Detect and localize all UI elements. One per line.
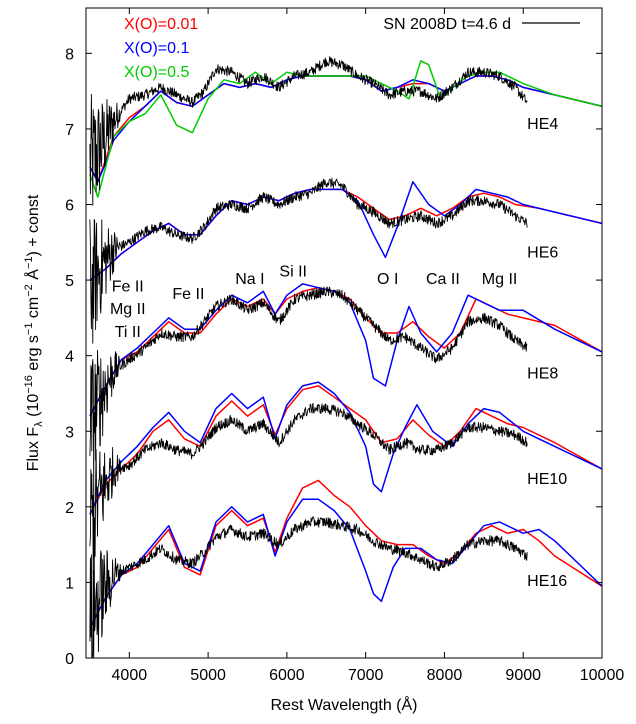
y-axis-title-exp4: −1	[23, 257, 35, 270]
legend-label-0: X(O)=0.01	[124, 16, 198, 33]
y-tick-label: 8	[65, 46, 74, 63]
observed-spectrum-he4	[89, 56, 528, 206]
ion-label: Fe II	[172, 286, 204, 303]
y-axis-title-mid1: (10	[25, 394, 42, 422]
y-tick-label: 4	[65, 349, 74, 366]
x-tick-label: 7000	[348, 667, 384, 684]
y-axis-title-mid2: erg s	[25, 335, 42, 375]
ion-label: Ca II	[426, 271, 460, 288]
ion-label: Ti II	[115, 324, 141, 341]
y-axis-title-prefix: Flux F	[25, 427, 42, 472]
model-label: HE8	[527, 365, 558, 382]
ion-label: Mg II	[110, 301, 146, 318]
model-spectrum-he8	[89, 283, 602, 417]
y-axis-title: Flux Fλ (10−16 erg s−1 cm−2 Å−1) + const	[23, 194, 45, 471]
observed-spectrum-he8	[89, 286, 528, 478]
observed-spectrum-he16	[89, 516, 528, 658]
ion-label: Mg II	[482, 271, 518, 288]
observed-spectrum-he6	[89, 177, 528, 344]
observed-spectrum-he10	[89, 402, 528, 574]
model-label: HE4	[527, 116, 558, 133]
y-axis-title-sub: λ	[33, 421, 45, 427]
model-spectrum-he6	[89, 188, 602, 281]
legend-label-2: X(O)=0.5	[124, 64, 189, 81]
x-tick-label: 9000	[505, 667, 541, 684]
ion-label: O I	[377, 271, 398, 288]
model-spectrum-he10	[89, 385, 602, 515]
legend-label-3: SN 2008D t=4.6 d	[383, 16, 511, 33]
y-tick-label: 3	[65, 424, 74, 441]
y-tick-label: 7	[65, 122, 74, 139]
model-label: HE10	[527, 471, 567, 488]
model-spectrum-he8	[89, 286, 602, 417]
y-axis-title-exp3: −2	[23, 284, 35, 297]
x-tick-label: 8000	[427, 667, 463, 684]
series-layer	[89, 56, 602, 658]
model-spectrum-he6	[89, 181, 602, 281]
model-spectrum-he4	[89, 60, 602, 198]
y-tick-label: 6	[65, 198, 74, 215]
ion-label: Na I	[235, 271, 264, 288]
legend: X(O)=0.01 X(O)=0.1 X(O)=0.5 SN 2008D t=4…	[124, 16, 580, 81]
y-tick-label: 0	[65, 651, 74, 668]
model-spectrum-he16	[89, 479, 602, 629]
x-tick-label: 5000	[190, 667, 226, 684]
ion-label: Si II	[279, 263, 307, 280]
ion-label: Fe II	[112, 278, 144, 295]
legend-label-1: X(O)=0.1	[124, 40, 189, 57]
plot-frame	[85, 7, 603, 659]
model-label: HE16	[527, 573, 567, 590]
annotation-layer: HE4 HE6 HE8 HE10 HE16 Fe II Mg II Ti II Fe II Na …	[110, 116, 567, 590]
y-axis-title-mid4: Å	[23, 269, 42, 284]
model-spectrum-he4	[89, 75, 602, 183]
x-tick-label: 4000	[112, 667, 148, 684]
y-axis-title-exp1: −16	[23, 375, 35, 394]
model-spectrum-he16	[89, 498, 602, 629]
axis-ticks: 4000 5000 6000 7000 8000 9000 10000 0 1 2 3 4 5 6 7 8	[65, 8, 624, 684]
x-tick-label: 6000	[269, 667, 305, 684]
y-axis-title-suffix: ) + const	[25, 194, 42, 256]
model-label: HE6	[527, 244, 558, 261]
y-axis-title-mid3: cm	[25, 297, 42, 323]
y-tick-label: 2	[65, 500, 74, 517]
y-tick-label: 5	[65, 273, 74, 290]
x-axis-title: Rest Wavelength (Å)	[270, 695, 417, 714]
x-tick-label: 10000	[580, 667, 625, 684]
y-tick-label: 1	[65, 575, 74, 592]
model-spectrum-he4	[89, 75, 602, 183]
y-axis-title-exp2: −1	[23, 323, 35, 336]
model-spectrum-he10	[89, 381, 602, 515]
